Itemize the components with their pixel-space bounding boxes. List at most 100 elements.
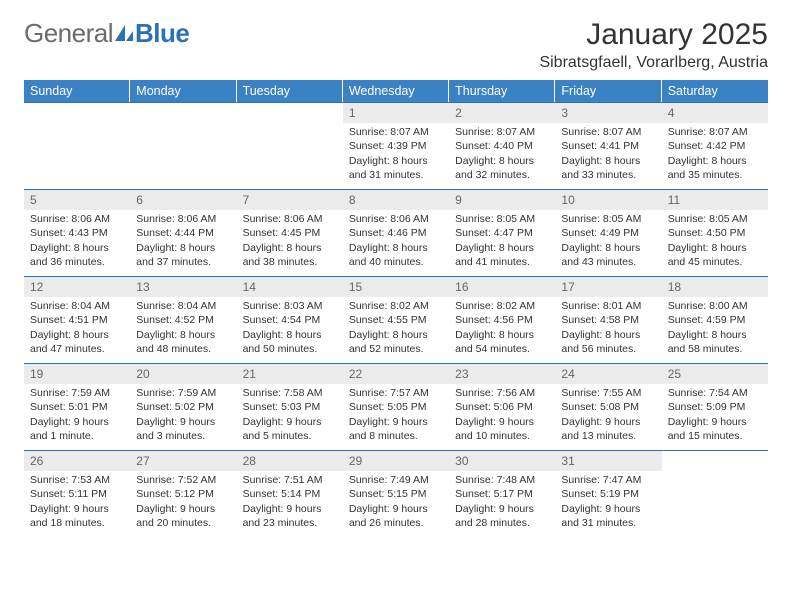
sunrise-text: Sunrise: 7:49 AM: [349, 473, 443, 487]
weekday-header: Monday: [130, 80, 236, 102]
sunset-text: Sunset: 4:44 PM: [136, 226, 230, 240]
day-number: 27: [130, 451, 236, 471]
week-row: 19Sunrise: 7:59 AMSunset: 5:01 PMDayligh…: [24, 363, 768, 450]
day-cell: 23Sunrise: 7:56 AMSunset: 5:06 PMDayligh…: [449, 364, 555, 450]
sunrise-text: Sunrise: 7:58 AM: [243, 386, 337, 400]
day-body: Sunrise: 8:04 AMSunset: 4:52 PMDaylight:…: [130, 297, 236, 362]
sunset-text: Sunset: 4:59 PM: [668, 313, 762, 327]
day-number: 20: [130, 364, 236, 384]
day-body: [130, 107, 236, 115]
day-body: Sunrise: 7:52 AMSunset: 5:12 PMDaylight:…: [130, 471, 236, 536]
daylight-text: Daylight: 9 hours and 15 minutes.: [668, 415, 762, 443]
day-body: Sunrise: 8:06 AMSunset: 4:43 PMDaylight:…: [24, 210, 130, 275]
day-number: 26: [24, 451, 130, 471]
sunset-text: Sunset: 4:45 PM: [243, 226, 337, 240]
calendar: Sunday Monday Tuesday Wednesday Thursday…: [24, 80, 768, 537]
day-body: [662, 455, 768, 463]
day-cell: 13Sunrise: 8:04 AMSunset: 4:52 PMDayligh…: [130, 277, 236, 363]
day-number: 21: [237, 364, 343, 384]
sunset-text: Sunset: 4:51 PM: [30, 313, 124, 327]
daylight-text: Daylight: 8 hours and 33 minutes.: [561, 154, 655, 182]
day-body: Sunrise: 7:49 AMSunset: 5:15 PMDaylight:…: [343, 471, 449, 536]
sunrise-text: Sunrise: 8:02 AM: [455, 299, 549, 313]
sunset-text: Sunset: 4:52 PM: [136, 313, 230, 327]
logo-text-general: General: [24, 18, 113, 49]
day-cell: 18Sunrise: 8:00 AMSunset: 4:59 PMDayligh…: [662, 277, 768, 363]
sunrise-text: Sunrise: 7:54 AM: [668, 386, 762, 400]
sunrise-text: Sunrise: 8:07 AM: [668, 125, 762, 139]
sunrise-text: Sunrise: 8:06 AM: [243, 212, 337, 226]
daylight-text: Daylight: 9 hours and 5 minutes.: [243, 415, 337, 443]
day-cell: 21Sunrise: 7:58 AMSunset: 5:03 PMDayligh…: [237, 364, 343, 450]
sunset-text: Sunset: 4:41 PM: [561, 139, 655, 153]
day-cell: 7Sunrise: 8:06 AMSunset: 4:45 PMDaylight…: [237, 190, 343, 276]
day-number: 30: [449, 451, 555, 471]
day-body: Sunrise: 8:02 AMSunset: 4:56 PMDaylight:…: [449, 297, 555, 362]
day-body: Sunrise: 7:54 AMSunset: 5:09 PMDaylight:…: [662, 384, 768, 449]
day-body: Sunrise: 7:56 AMSunset: 5:06 PMDaylight:…: [449, 384, 555, 449]
sunrise-text: Sunrise: 7:51 AM: [243, 473, 337, 487]
day-number: 25: [662, 364, 768, 384]
day-number: 29: [343, 451, 449, 471]
day-cell: 4Sunrise: 8:07 AMSunset: 4:42 PMDaylight…: [662, 103, 768, 189]
logo-text-blue: Blue: [135, 18, 189, 49]
day-number: 5: [24, 190, 130, 210]
daylight-text: Daylight: 8 hours and 32 minutes.: [455, 154, 549, 182]
daylight-text: Daylight: 9 hours and 28 minutes.: [455, 502, 549, 530]
day-number: 15: [343, 277, 449, 297]
sunset-text: Sunset: 5:06 PM: [455, 400, 549, 414]
day-cell: 11Sunrise: 8:05 AMSunset: 4:50 PMDayligh…: [662, 190, 768, 276]
daylight-text: Daylight: 8 hours and 35 minutes.: [668, 154, 762, 182]
weekday-header: Friday: [555, 80, 661, 102]
sunset-text: Sunset: 5:09 PM: [668, 400, 762, 414]
sunrise-text: Sunrise: 7:57 AM: [349, 386, 443, 400]
day-number: 19: [24, 364, 130, 384]
sunrise-text: Sunrise: 8:05 AM: [455, 212, 549, 226]
day-body: Sunrise: 7:53 AMSunset: 5:11 PMDaylight:…: [24, 471, 130, 536]
sunrise-text: Sunrise: 7:48 AM: [455, 473, 549, 487]
sunset-text: Sunset: 4:49 PM: [561, 226, 655, 240]
day-body: Sunrise: 8:04 AMSunset: 4:51 PMDaylight:…: [24, 297, 130, 362]
sunset-text: Sunset: 4:40 PM: [455, 139, 549, 153]
day-cell: 22Sunrise: 7:57 AMSunset: 5:05 PMDayligh…: [343, 364, 449, 450]
sunset-text: Sunset: 4:43 PM: [30, 226, 124, 240]
day-body: Sunrise: 8:07 AMSunset: 4:41 PMDaylight:…: [555, 123, 661, 188]
sunrise-text: Sunrise: 7:56 AM: [455, 386, 549, 400]
day-cell: 31Sunrise: 7:47 AMSunset: 5:19 PMDayligh…: [555, 451, 661, 537]
weeks-container: 1Sunrise: 8:07 AMSunset: 4:39 PMDaylight…: [24, 102, 768, 537]
day-cell: 25Sunrise: 7:54 AMSunset: 5:09 PMDayligh…: [662, 364, 768, 450]
day-cell: 27Sunrise: 7:52 AMSunset: 5:12 PMDayligh…: [130, 451, 236, 537]
day-body: Sunrise: 7:59 AMSunset: 5:01 PMDaylight:…: [24, 384, 130, 449]
day-number: 13: [130, 277, 236, 297]
weekday-header: Wednesday: [343, 80, 449, 102]
day-number: 23: [449, 364, 555, 384]
day-body: Sunrise: 8:01 AMSunset: 4:58 PMDaylight:…: [555, 297, 661, 362]
daylight-text: Daylight: 8 hours and 58 minutes.: [668, 328, 762, 356]
day-number: 28: [237, 451, 343, 471]
weekday-header-row: Sunday Monday Tuesday Wednesday Thursday…: [24, 80, 768, 102]
sunrise-text: Sunrise: 8:03 AM: [243, 299, 337, 313]
logo: General Blue: [24, 18, 189, 49]
day-body: Sunrise: 8:03 AMSunset: 4:54 PMDaylight:…: [237, 297, 343, 362]
sunset-text: Sunset: 4:56 PM: [455, 313, 549, 327]
sunrise-text: Sunrise: 7:47 AM: [561, 473, 655, 487]
day-number: 18: [662, 277, 768, 297]
sunset-text: Sunset: 5:14 PM: [243, 487, 337, 501]
daylight-text: Daylight: 8 hours and 50 minutes.: [243, 328, 337, 356]
day-cell: 26Sunrise: 7:53 AMSunset: 5:11 PMDayligh…: [24, 451, 130, 537]
day-cell: 5Sunrise: 8:06 AMSunset: 4:43 PMDaylight…: [24, 190, 130, 276]
sunrise-text: Sunrise: 7:53 AM: [30, 473, 124, 487]
page-title: January 2025: [539, 18, 768, 52]
header: General Blue January 2025 Sibratsgfaell,…: [24, 18, 768, 72]
sunset-text: Sunset: 4:54 PM: [243, 313, 337, 327]
day-body: Sunrise: 8:07 AMSunset: 4:39 PMDaylight:…: [343, 123, 449, 188]
day-number: 24: [555, 364, 661, 384]
day-cell: 8Sunrise: 8:06 AMSunset: 4:46 PMDaylight…: [343, 190, 449, 276]
daylight-text: Daylight: 9 hours and 26 minutes.: [349, 502, 443, 530]
daylight-text: Daylight: 8 hours and 37 minutes.: [136, 241, 230, 269]
day-number: 22: [343, 364, 449, 384]
weekday-header: Thursday: [449, 80, 555, 102]
day-body: Sunrise: 8:05 AMSunset: 4:47 PMDaylight:…: [449, 210, 555, 275]
day-body: Sunrise: 8:06 AMSunset: 4:45 PMDaylight:…: [237, 210, 343, 275]
daylight-text: Daylight: 8 hours and 52 minutes.: [349, 328, 443, 356]
